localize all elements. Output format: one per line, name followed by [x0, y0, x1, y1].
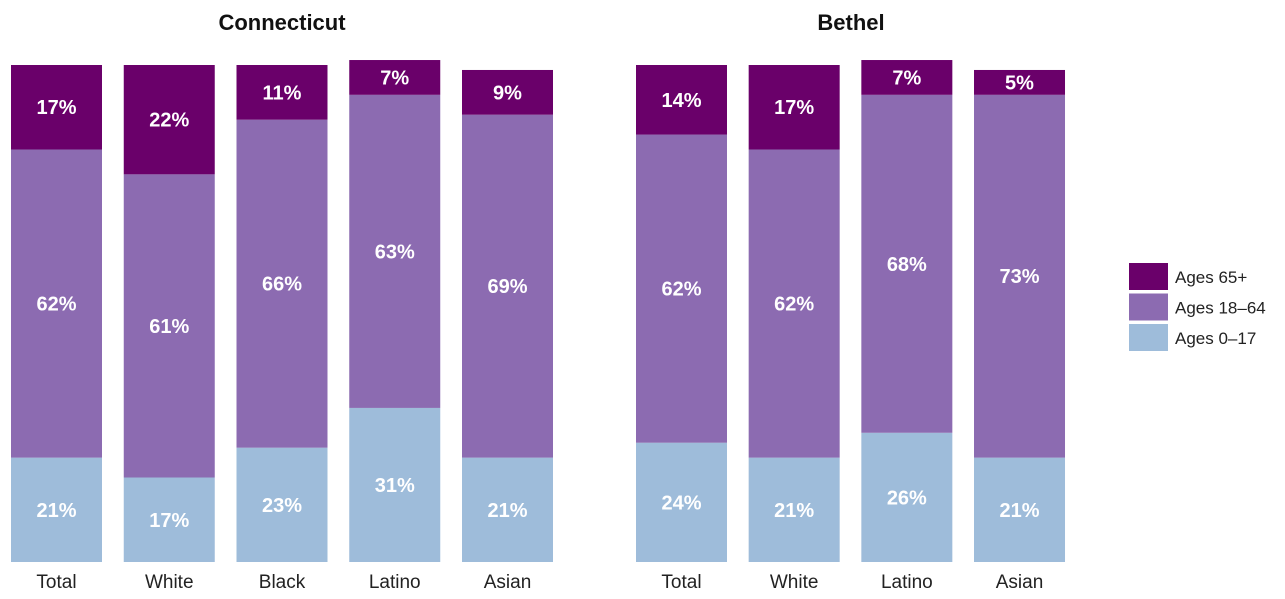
bar-segment-18to64-total: [636, 134, 727, 443]
legend-swatch-65plus: [1129, 263, 1168, 290]
bar-segment-0to17-latino: [349, 407, 441, 562]
data-label-18to64-latino: 68%: [887, 254, 927, 276]
bar-segment-0to17-white: [748, 457, 840, 562]
data-label-18to64-asian: 69%: [487, 276, 527, 298]
data-label-18to64-total: 62%: [661, 279, 701, 301]
data-label-18to64-latino: 63%: [375, 241, 415, 263]
category-label-black: Black: [259, 572, 306, 593]
bar-segment-65plus-white: [123, 65, 215, 175]
data-label-65plus-black: 11%: [263, 82, 302, 104]
bar-segment-0to17-white: [123, 477, 215, 562]
data-label-18to64-black: 66%: [262, 274, 302, 296]
bar-segment-18to64-latino: [349, 94, 441, 408]
category-label-total: Total: [661, 572, 701, 593]
legend-label-0to17: Ages 0–17: [1175, 329, 1256, 348]
legend-swatch-0to17: [1129, 324, 1168, 351]
data-label-65plus-total: 14%: [661, 90, 701, 112]
data-label-65plus-total: 17%: [36, 97, 76, 119]
bar-segment-18to64-asian: [462, 114, 553, 458]
data-label-0to17-black: 23%: [262, 495, 302, 517]
data-label-65plus-white: 22%: [149, 110, 189, 132]
category-label-asian: Asian: [484, 572, 532, 593]
bar-segment-18to64-white: [123, 174, 215, 478]
bar-segment-0to17-total: [636, 442, 727, 562]
legend-label-18to64: Ages 18–64: [1175, 299, 1266, 318]
bar-segment-65plus-latino: [861, 60, 953, 95]
data-label-0to17-asian: 21%: [999, 500, 1039, 522]
data-label-18to64-total: 62%: [36, 294, 76, 316]
data-label-0to17-asian: 21%: [487, 500, 527, 522]
bar-segment-18to64-total: [11, 149, 102, 458]
data-label-18to64-asian: 73%: [999, 266, 1039, 288]
data-label-65plus-white: 17%: [774, 97, 814, 119]
category-label-asian: Asian: [996, 572, 1044, 593]
data-label-0to17-latino: 26%: [887, 487, 927, 509]
data-label-18to64-white: 62%: [774, 294, 814, 316]
category-label-latino: Latino: [881, 572, 933, 593]
bar-segment-0to17-asian: [462, 457, 553, 562]
bar-segment-65plus-latino: [349, 60, 441, 95]
data-label-65plus-asian: 9%: [493, 82, 522, 104]
bar-segment-65plus-asian: [462, 69, 553, 115]
category-label-latino: Latino: [369, 572, 421, 593]
data-label-65plus-asian: 5%: [1005, 72, 1034, 94]
category-label-total: Total: [36, 572, 76, 593]
panel-title-connecticut: Connecticut: [218, 10, 346, 35]
bar-segment-0to17-asian: [974, 457, 1066, 562]
bar-segment-0to17-total: [11, 457, 102, 562]
data-label-0to17-white: 21%: [774, 500, 814, 522]
data-label-18to64-white: 61%: [149, 316, 189, 338]
bar-segment-65plus-asian: [974, 69, 1066, 95]
data-label-0to17-latino: 31%: [375, 475, 415, 497]
category-label-white: White: [145, 572, 194, 593]
category-label-white: White: [770, 572, 819, 593]
bar-segment-65plus-white: [748, 65, 840, 150]
data-label-0to17-white: 17%: [149, 510, 189, 532]
bar-segment-18to64-white: [748, 149, 840, 458]
legend-label-65plus: Ages 65+: [1175, 268, 1247, 287]
bar-segment-65plus-total: [11, 65, 102, 150]
data-label-0to17-total: 21%: [36, 500, 76, 522]
bar-segment-65plus-black: [236, 65, 328, 120]
bar-segment-0to17-black: [236, 447, 328, 562]
data-label-0to17-total: 24%: [661, 492, 701, 514]
data-label-65plus-latino: 7%: [892, 67, 921, 89]
panel-title-bethel: Bethel: [817, 10, 884, 35]
legend-swatch-18to64: [1129, 293, 1168, 321]
bar-segment-18to64-black: [236, 119, 328, 448]
bar-segment-18to64-asian: [974, 94, 1066, 458]
bar-segment-0to17-latino: [861, 432, 953, 562]
data-label-65plus-latino: 7%: [380, 67, 409, 89]
bar-segment-65plus-total: [636, 65, 727, 135]
bar-segment-18to64-latino: [861, 94, 953, 433]
